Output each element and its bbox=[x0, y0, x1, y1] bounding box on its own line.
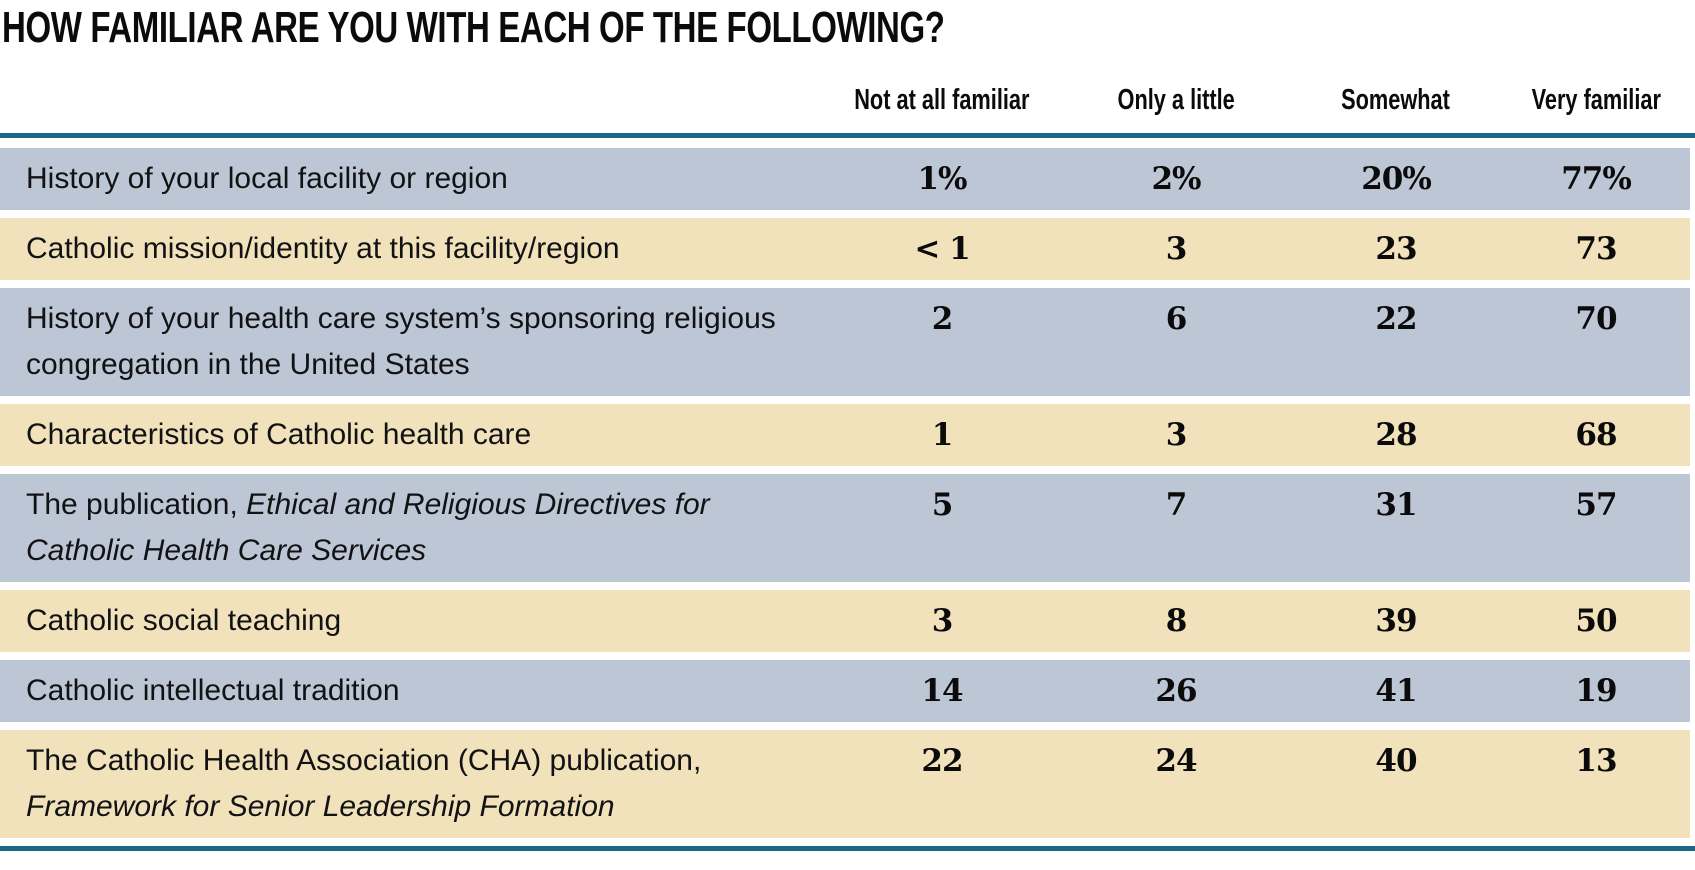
value-very-familiar: 68 bbox=[1575, 417, 1617, 454]
value-very-familiar: 13 bbox=[1575, 743, 1617, 780]
table-row: The Catholic Health Association (CHA) pu… bbox=[0, 730, 1690, 839]
table-row: Catholic mission/identity at this facili… bbox=[0, 218, 1690, 281]
column-header-somewhat: Somewhat bbox=[1341, 84, 1451, 117]
value-not-at-all-familiar: < 1 bbox=[914, 231, 970, 268]
table-row: History of your health care system’s spo… bbox=[0, 288, 1690, 397]
table-row: Characteristics of Catholic health care … bbox=[0, 404, 1690, 467]
value-only-a-little: 6 bbox=[1165, 301, 1188, 338]
header-divider-line bbox=[0, 133, 1695, 139]
table-row: The publication, Ethical and Religious D… bbox=[0, 474, 1690, 583]
row-label: Characteristics of Catholic health care bbox=[26, 418, 532, 452]
value-only-a-little: 7 bbox=[1165, 487, 1188, 524]
value-not-at-all-familiar: 22 bbox=[921, 743, 963, 780]
value-only-a-little: 2% bbox=[1151, 161, 1201, 198]
value-somewhat: 20% bbox=[1361, 161, 1432, 198]
value-very-familiar: 77% bbox=[1561, 161, 1632, 198]
table-row: Catholic intellectual tradition 14 26 41… bbox=[0, 660, 1690, 723]
value-not-at-all-familiar: 2 bbox=[931, 301, 954, 338]
row-label: The publication, Ethical and Religious D… bbox=[26, 488, 710, 568]
value-somewhat: 39 bbox=[1375, 603, 1417, 640]
value-only-a-little: 3 bbox=[1165, 231, 1188, 268]
row-label: Catholic mission/identity at this facili… bbox=[26, 232, 620, 266]
value-very-familiar: 19 bbox=[1575, 673, 1617, 710]
value-not-at-all-familiar: 1 bbox=[931, 417, 954, 454]
column-header-only-a-little: Only a little bbox=[1117, 84, 1235, 117]
value-only-a-little: 8 bbox=[1165, 603, 1188, 640]
value-only-a-little: 24 bbox=[1155, 743, 1197, 780]
value-very-familiar: 73 bbox=[1575, 231, 1617, 268]
value-not-at-all-familiar: 1% bbox=[917, 161, 967, 198]
value-somewhat: 22 bbox=[1375, 301, 1417, 338]
value-not-at-all-familiar: 5 bbox=[931, 487, 954, 524]
table-row: Catholic social teaching 3 8 39 50 bbox=[0, 590, 1690, 653]
figure-title: HOW FAMILIAR ARE YOU WITH EACH OF THE FO… bbox=[2, 3, 945, 52]
row-label: History of your local facility or region bbox=[26, 162, 508, 196]
value-somewhat: 23 bbox=[1375, 231, 1417, 268]
value-very-familiar: 70 bbox=[1575, 301, 1617, 338]
value-somewhat: 31 bbox=[1375, 487, 1417, 524]
value-somewhat: 40 bbox=[1375, 743, 1417, 780]
footer-divider-line bbox=[0, 846, 1695, 852]
value-somewhat: 41 bbox=[1375, 673, 1417, 710]
value-very-familiar: 57 bbox=[1575, 487, 1617, 524]
value-only-a-little: 3 bbox=[1165, 417, 1188, 454]
row-label: History of your health care system’s spo… bbox=[26, 302, 776, 382]
row-label: The Catholic Health Association (CHA) pu… bbox=[26, 744, 702, 824]
value-only-a-little: 26 bbox=[1155, 673, 1197, 710]
column-header-not-at-all-familiar: Not at all familiar bbox=[854, 84, 1030, 117]
value-somewhat: 28 bbox=[1375, 417, 1417, 454]
value-not-at-all-familiar: 3 bbox=[931, 603, 954, 640]
column-header-very-familiar: Very familiar bbox=[1531, 84, 1661, 117]
value-very-familiar: 50 bbox=[1575, 603, 1617, 640]
table-row: History of your local facility or region… bbox=[0, 148, 1690, 211]
row-label: Catholic social teaching bbox=[26, 604, 342, 638]
table-header-row: Not at all familiar Only a little Somewh… bbox=[0, 84, 1690, 133]
value-not-at-all-familiar: 14 bbox=[921, 673, 963, 710]
row-label: Catholic intellectual tradition bbox=[26, 674, 400, 708]
